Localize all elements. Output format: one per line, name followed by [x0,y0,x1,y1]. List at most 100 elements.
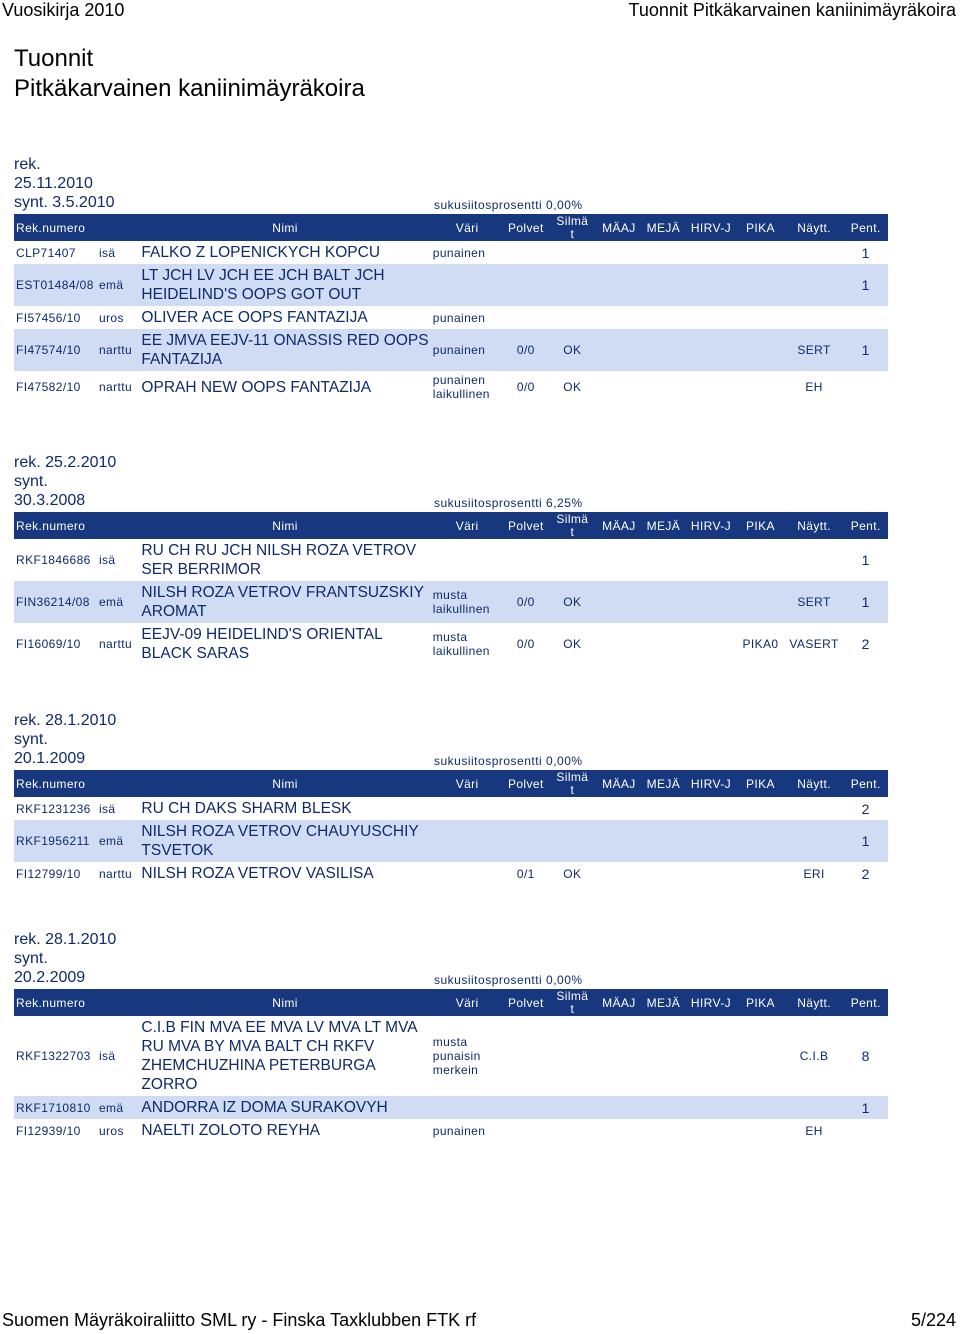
cell-show [784,539,844,581]
col-header-hirv: HIRV-J [685,989,737,1016]
cell-pika [736,1119,785,1142]
col-header-silmat-line1: Silmä [556,769,589,784]
cell-show [784,306,844,329]
col-header-hirv: HIRV-J [685,214,737,241]
cell-show [784,264,844,306]
cell-meja [641,306,686,329]
cell-meja [641,862,686,885]
cell-meja [641,581,686,623]
cell-color: punainen [430,1119,504,1142]
col-header-vari: Väri [430,214,504,241]
cell-meja [641,623,686,665]
cell-maaj [596,797,642,820]
registration-label: rek. [14,156,41,173]
cell-hirv [685,820,737,862]
cell-eyes [548,241,597,264]
col-header-maaj: MÄAJ [596,770,642,797]
cell-pika [736,820,785,862]
col-header-silmat-line2: t [570,226,575,241]
col-header-silmat-line2: t [570,782,575,797]
cell-litters [843,371,888,403]
cell-hirv [685,623,737,665]
cell-meja [641,264,686,306]
cell-maaj [596,539,642,581]
cell-litters [843,306,888,329]
cell-pika [736,1096,785,1119]
registration-label: rek. 28.1.2010 [14,712,117,729]
col-header-maaj: MÄAJ [596,214,642,241]
cell-meja [641,820,686,862]
col-header-rek: Rek.numero [14,214,140,241]
dogs-table: Rek.numero Nimi Väri Polvet Silmä t MÄAJ MEJÄ HI… [14,770,888,885]
cell-litters: 1 [843,539,888,581]
cell-meja [641,241,686,264]
cell-hirv [685,371,737,403]
birth-date: 30.3.2008 [14,492,86,509]
cell-rek-number: FI57456/10 [14,306,97,329]
cell-show: SERT [784,581,844,623]
cell-litters: 2 [843,862,888,885]
cell-color: musta punaisin merkein [430,1016,504,1096]
cell-litters: 8 [843,1016,888,1096]
page-number: 5/224 [910,1310,956,1330]
cell-show [784,797,844,820]
cell-dog-name: EE JMVA EEJV-11 ONASSIS RED OOPS FANTAZI… [139,329,431,371]
cell-eyes: OK [548,371,597,403]
cell-color [430,820,504,862]
litter-section: rek. 25.11.2010 synt. 3.5.2010 sukusiitospr… [14,155,890,403]
registration-date: 25.11.2010 [14,175,93,192]
cell-meja [641,329,686,371]
cell-color [430,797,504,820]
cell-rek-number: CLP71407 [14,241,97,264]
table-row: FI16069/10 narttu EEJV-09 HEIDELIND'S ORIE… [14,623,888,665]
litter-header: rek. 25.2.2010 synt. 30.3.2008 sukusiitospr… [14,453,890,510]
col-header-nimi: Nimi [139,512,431,539]
cell-hirv [685,539,737,581]
cell-pika [736,371,785,403]
cell-eyes [548,1119,597,1142]
cell-dog-name: NILSH ROZA VETROV CHAUYUSCHIY TSVETOK [139,820,431,862]
table-row: FI47574/10 narttu EE JMVA EEJV-11 ONASSIS … [14,329,888,371]
litter-section: rek. 28.1.2010 synt. 20.1.2009 sukusiitospr… [14,711,890,885]
col-header-pent: Pent. [843,989,888,1016]
cell-eyes [548,539,597,581]
cell-litters: 1 [843,241,888,264]
cell-hirv [685,241,737,264]
cell-color: punainen laikullinen [430,371,504,403]
cell-dog-name: FALKO Z LOPENICKYCH KOPCU [139,241,431,264]
cell-relation: emä [96,1096,140,1119]
col-header-silmat-line1: Silmä [556,988,589,1003]
cell-knees [503,1096,549,1119]
cell-show [784,1096,844,1119]
cell-color: punainen [430,306,504,329]
cell-knees [503,820,549,862]
cell-eyes [548,820,597,862]
col-header-pika: PIKA [736,770,785,797]
registration-label: rek. 28.1.2010 [14,931,117,948]
cell-hirv [685,581,737,623]
col-header-vari: Väri [430,512,504,539]
cell-dog-name: ANDORRA IZ DOMA SURAKOVYH [139,1096,431,1119]
cell-dog-name: NILSH ROZA VETROV VASILISA [139,862,431,885]
cell-pika [736,329,785,371]
col-header-pika: PIKA [736,512,785,539]
cell-pika [736,264,785,306]
cell-maaj [596,581,642,623]
col-header-pent: Pent. [843,512,888,539]
cell-dog-name: RU CH DAKS SHARM BLESK [139,797,431,820]
cell-rek-number: RKF1956211 [14,820,97,862]
cell-rek-number: FI47574/10 [14,329,97,371]
cell-dog-name: OPRAH NEW OOPS FANTAZIJA [139,371,431,403]
table-row: FIN36214/08 emä NILSH ROZA VETROV FRANTSUZ… [14,581,888,623]
col-header-meja: MEJÄ [641,214,686,241]
col-header-silmat: Silmä t [548,214,597,241]
litter-header: rek. 25.11.2010 synt. 3.5.2010 sukusiitospr… [14,155,890,212]
cell-relation: isä [96,241,140,264]
cell-eyes: OK [548,329,597,371]
litter-header: rek. 28.1.2010 synt. 20.1.2009 sukusiitospr… [14,711,890,768]
cell-knees [503,539,549,581]
col-header-rek: Rek.numero [14,512,140,539]
cell-relation: isä [96,1016,140,1096]
cell-pika [736,306,785,329]
col-header-polvet: Polvet [503,770,549,797]
